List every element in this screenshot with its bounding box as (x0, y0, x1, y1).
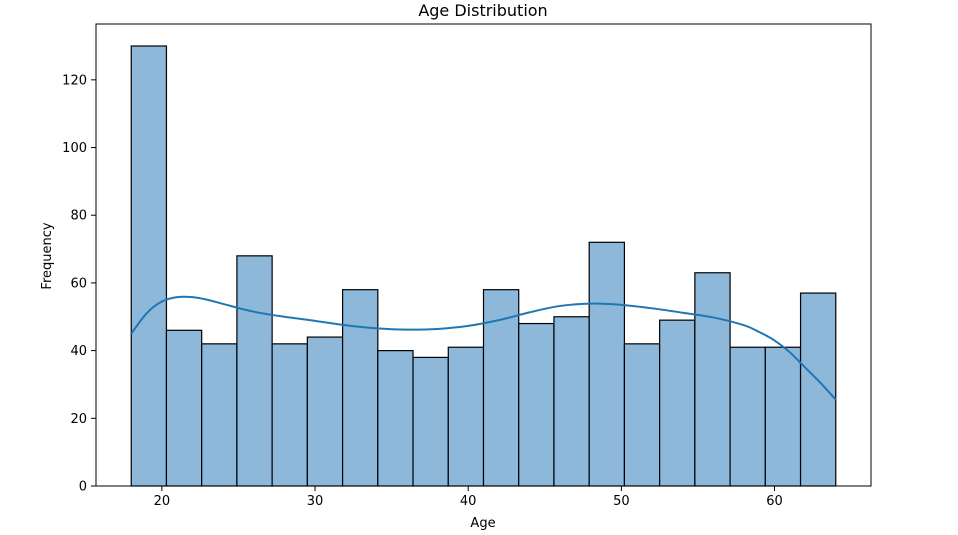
y-tick-label: 80 (70, 209, 87, 224)
histogram-bar (130, 45, 168, 487)
histogram-bar (201, 343, 238, 487)
histogram-bar (588, 241, 626, 487)
x-tick-label: 30 (307, 494, 324, 509)
histogram-bar (306, 336, 344, 487)
histogram-bar (764, 346, 802, 487)
histogram-bars (130, 45, 837, 487)
x-tick-label: 40 (460, 494, 477, 509)
x-tick-label: 60 (766, 494, 783, 509)
histogram-bar (447, 346, 485, 487)
x-tick-label: 50 (613, 494, 630, 509)
chart-title: Age Distribution (418, 1, 547, 20)
kde-line (130, 295, 837, 401)
histogram-bar (623, 343, 661, 487)
histogram-bar (799, 292, 837, 487)
y-tick-label: 40 (70, 344, 87, 359)
histogram-bar (271, 343, 308, 487)
x-axis-label: Age (470, 516, 495, 531)
y-tick-label: 120 (62, 73, 87, 88)
x-axis-ticks: 20 30 40 50 60 (154, 486, 783, 509)
x-tick-label: 20 (154, 494, 171, 509)
histogram-bar (553, 316, 590, 487)
y-tick-label: 0 (79, 480, 87, 495)
histogram-bar (694, 272, 731, 487)
histogram-bar (518, 322, 555, 487)
histogram-bar (412, 356, 449, 487)
histogram-bar (729, 346, 766, 487)
y-tick-label: 20 (70, 412, 87, 427)
histogram-bar (165, 329, 203, 487)
histogram-bar (236, 255, 273, 487)
y-axis-label: Frequency (40, 222, 55, 289)
y-axis-ticks: 0 20 40 60 80 100 120 (62, 73, 96, 495)
histogram-bar (659, 319, 696, 487)
plot-frame (95, 23, 872, 487)
histogram-bar (377, 350, 414, 487)
y-tick-label: 60 (70, 276, 87, 291)
histogram-bar (341, 289, 379, 487)
y-tick-label: 100 (62, 141, 87, 156)
